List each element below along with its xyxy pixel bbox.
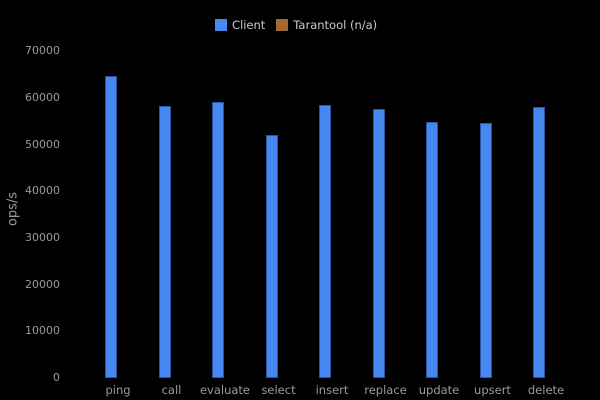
- y-axis-tick-label: 40000: [25, 184, 60, 198]
- y-axis-tick-label: 70000: [25, 44, 60, 58]
- y-axis-tick-label: 0: [53, 371, 60, 384]
- bar-client-ping: [105, 75, 117, 378]
- bar-client-replace: [372, 108, 385, 378]
- x-axis-category-label: delete: [527, 383, 565, 397]
- y-axis-tick-label: 30000: [25, 230, 60, 244]
- x-axis-category-label: call: [161, 383, 182, 397]
- y-axis-tick-label: 60000: [25, 90, 60, 104]
- chart-legend: Client Tarantool (n/a): [215, 18, 377, 32]
- tarantool-series-swatch-icon: [276, 19, 289, 31]
- bar-client-call: [158, 106, 171, 378]
- bar-client-insert: [319, 105, 331, 378]
- x-axis-category-label: evaluate: [199, 383, 251, 397]
- bar-client-evaluate: [212, 101, 224, 378]
- bar-client-delete: [533, 107, 545, 378]
- y-axis-tick-label: 10000: [25, 324, 60, 338]
- bar-client-upsert: [479, 123, 492, 378]
- x-axis-category-label: select: [261, 383, 296, 397]
- y-axis-tick-label: 20000: [25, 277, 60, 291]
- client-series-swatch-icon: [215, 19, 227, 31]
- legend-item-client: Client: [215, 18, 265, 32]
- x-axis-category-label: update: [418, 383, 460, 397]
- legend-label-client: Client: [232, 18, 266, 32]
- x-axis-category-label: upsert: [474, 383, 511, 397]
- x-axis-category-label: insert: [315, 383, 349, 397]
- legend-label-tarantool: Tarantool (n/a): [293, 18, 378, 32]
- x-axis-category-label: ping: [105, 383, 131, 397]
- bar-client-select: [265, 134, 278, 378]
- y-axis-tick-label: 50000: [25, 137, 60, 151]
- legend-item-tarantool: Tarantool (n/a): [276, 18, 377, 32]
- x-axis-category-label: replace: [364, 383, 407, 397]
- bar-client-update: [426, 122, 438, 378]
